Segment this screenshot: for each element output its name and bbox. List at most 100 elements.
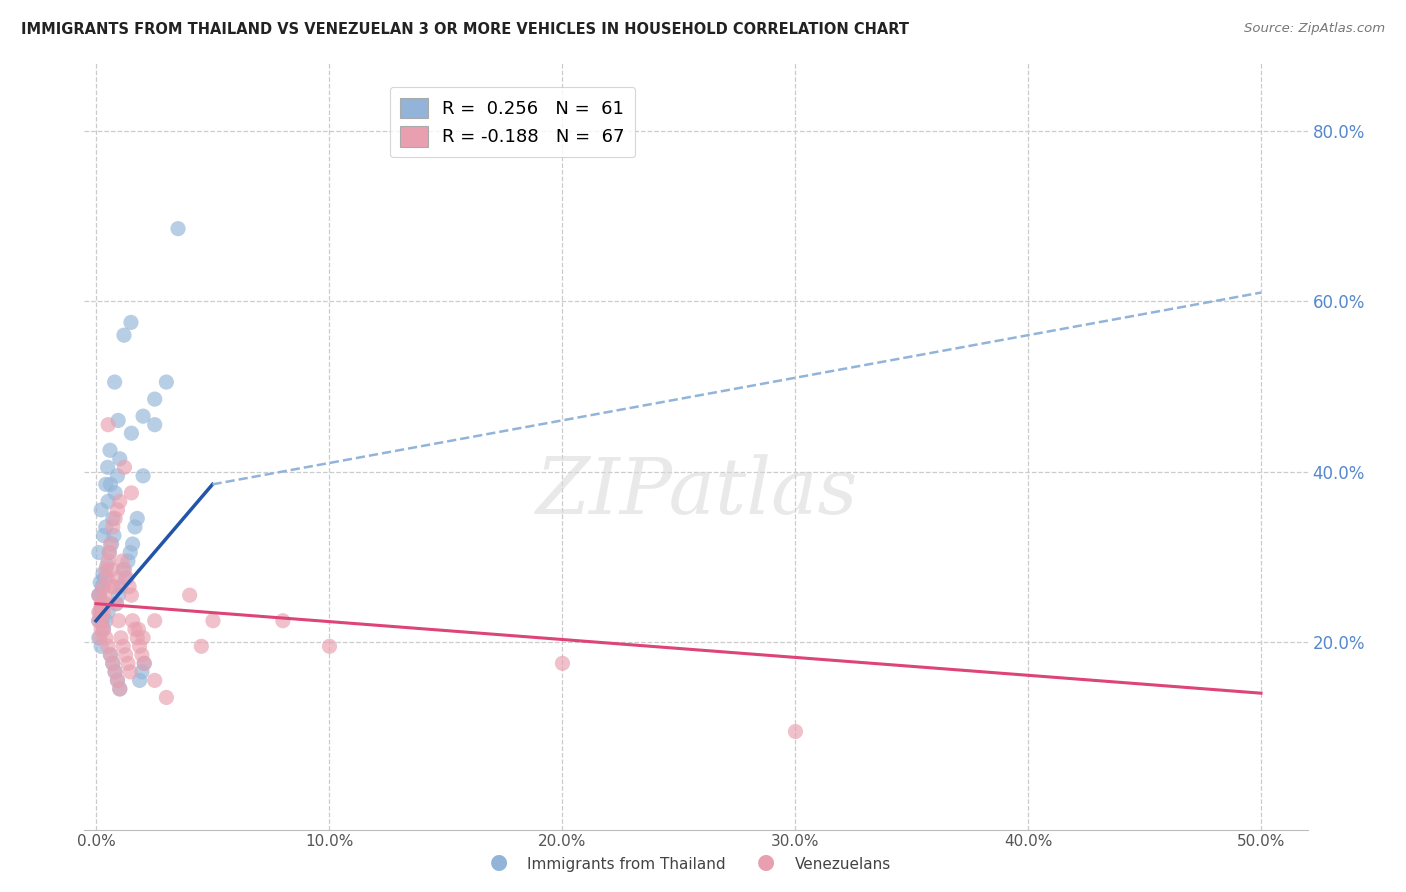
Point — [87, 614, 110, 628]
Point — [101, 520, 124, 534]
Point — [190, 640, 212, 654]
Point — [105, 597, 128, 611]
Point — [117, 657, 139, 671]
Point — [124, 622, 146, 636]
Point — [167, 221, 190, 235]
Point — [93, 580, 115, 594]
Point — [100, 537, 122, 551]
Point — [90, 601, 112, 615]
Point — [120, 545, 142, 559]
Point — [94, 563, 117, 577]
Point — [121, 614, 143, 628]
Point — [132, 631, 155, 645]
Point — [118, 580, 141, 594]
Point — [785, 724, 807, 739]
Point — [107, 673, 129, 688]
Point — [100, 648, 122, 662]
Point — [97, 494, 120, 508]
Point — [120, 486, 142, 500]
Point — [143, 673, 166, 688]
Point — [94, 614, 117, 628]
Text: ZIPatlas: ZIPatlas — [534, 454, 858, 530]
Text: Source: ZipAtlas.com: Source: ZipAtlas.com — [1244, 22, 1385, 36]
Point — [91, 614, 114, 628]
Point — [100, 563, 122, 577]
Point — [96, 571, 118, 585]
Point — [201, 614, 224, 628]
Text: Venezuelans: Venezuelans — [794, 857, 890, 872]
Point — [90, 622, 112, 636]
Point — [104, 665, 127, 679]
Point — [114, 648, 136, 662]
Point — [93, 622, 115, 636]
Point — [114, 460, 136, 475]
Point — [127, 622, 149, 636]
Point — [89, 631, 111, 645]
Point — [111, 554, 134, 568]
Point — [127, 511, 149, 525]
Point — [87, 588, 110, 602]
Point — [121, 537, 143, 551]
Point — [110, 580, 132, 594]
Point — [104, 486, 127, 500]
Point — [120, 315, 142, 329]
Point — [93, 588, 115, 602]
Point — [179, 588, 201, 602]
Point — [97, 417, 120, 432]
Point — [90, 597, 112, 611]
Point — [108, 681, 131, 696]
Point — [124, 520, 146, 534]
Point — [112, 563, 135, 577]
Point — [131, 648, 153, 662]
Point — [107, 571, 129, 585]
Point — [105, 597, 128, 611]
Text: IMMIGRANTS FROM THAILAND VS VENEZUELAN 3 OR MORE VEHICLES IN HOUSEHOLD CORRELATI: IMMIGRANTS FROM THAILAND VS VENEZUELAN 3… — [21, 22, 910, 37]
Point — [89, 575, 111, 590]
Point — [101, 657, 124, 671]
Point — [91, 566, 114, 581]
Point — [120, 426, 142, 441]
Point — [101, 511, 124, 525]
Point — [89, 605, 111, 619]
Point — [93, 605, 115, 619]
Point — [87, 605, 110, 619]
Point — [97, 554, 120, 568]
Point — [114, 563, 136, 577]
Point — [551, 657, 574, 671]
Point — [108, 494, 131, 508]
Point — [271, 614, 294, 628]
Point — [98, 545, 121, 559]
Point — [104, 511, 127, 525]
Point — [90, 614, 112, 628]
Point — [93, 571, 115, 585]
Point — [143, 392, 166, 406]
Point — [143, 417, 166, 432]
Point — [128, 640, 150, 654]
Point — [108, 451, 131, 466]
Point — [87, 631, 110, 645]
Point — [117, 554, 139, 568]
Point — [101, 580, 124, 594]
Point — [94, 520, 117, 534]
Point — [104, 375, 127, 389]
Point — [90, 605, 112, 619]
Point — [107, 673, 129, 688]
Point — [112, 328, 135, 343]
Point — [94, 597, 117, 611]
Point — [93, 528, 115, 542]
Text: Immigrants from Thailand: Immigrants from Thailand — [527, 857, 725, 872]
Point — [94, 477, 117, 491]
Point — [107, 588, 129, 602]
Point — [94, 631, 117, 645]
Point — [90, 503, 112, 517]
Point — [104, 665, 127, 679]
Point — [120, 665, 142, 679]
Point — [134, 657, 156, 671]
Point — [87, 545, 110, 559]
Text: ●: ● — [491, 853, 508, 872]
Point — [143, 614, 166, 628]
Point — [96, 558, 118, 573]
Point — [100, 477, 122, 491]
Point — [132, 468, 155, 483]
Point — [90, 640, 112, 654]
